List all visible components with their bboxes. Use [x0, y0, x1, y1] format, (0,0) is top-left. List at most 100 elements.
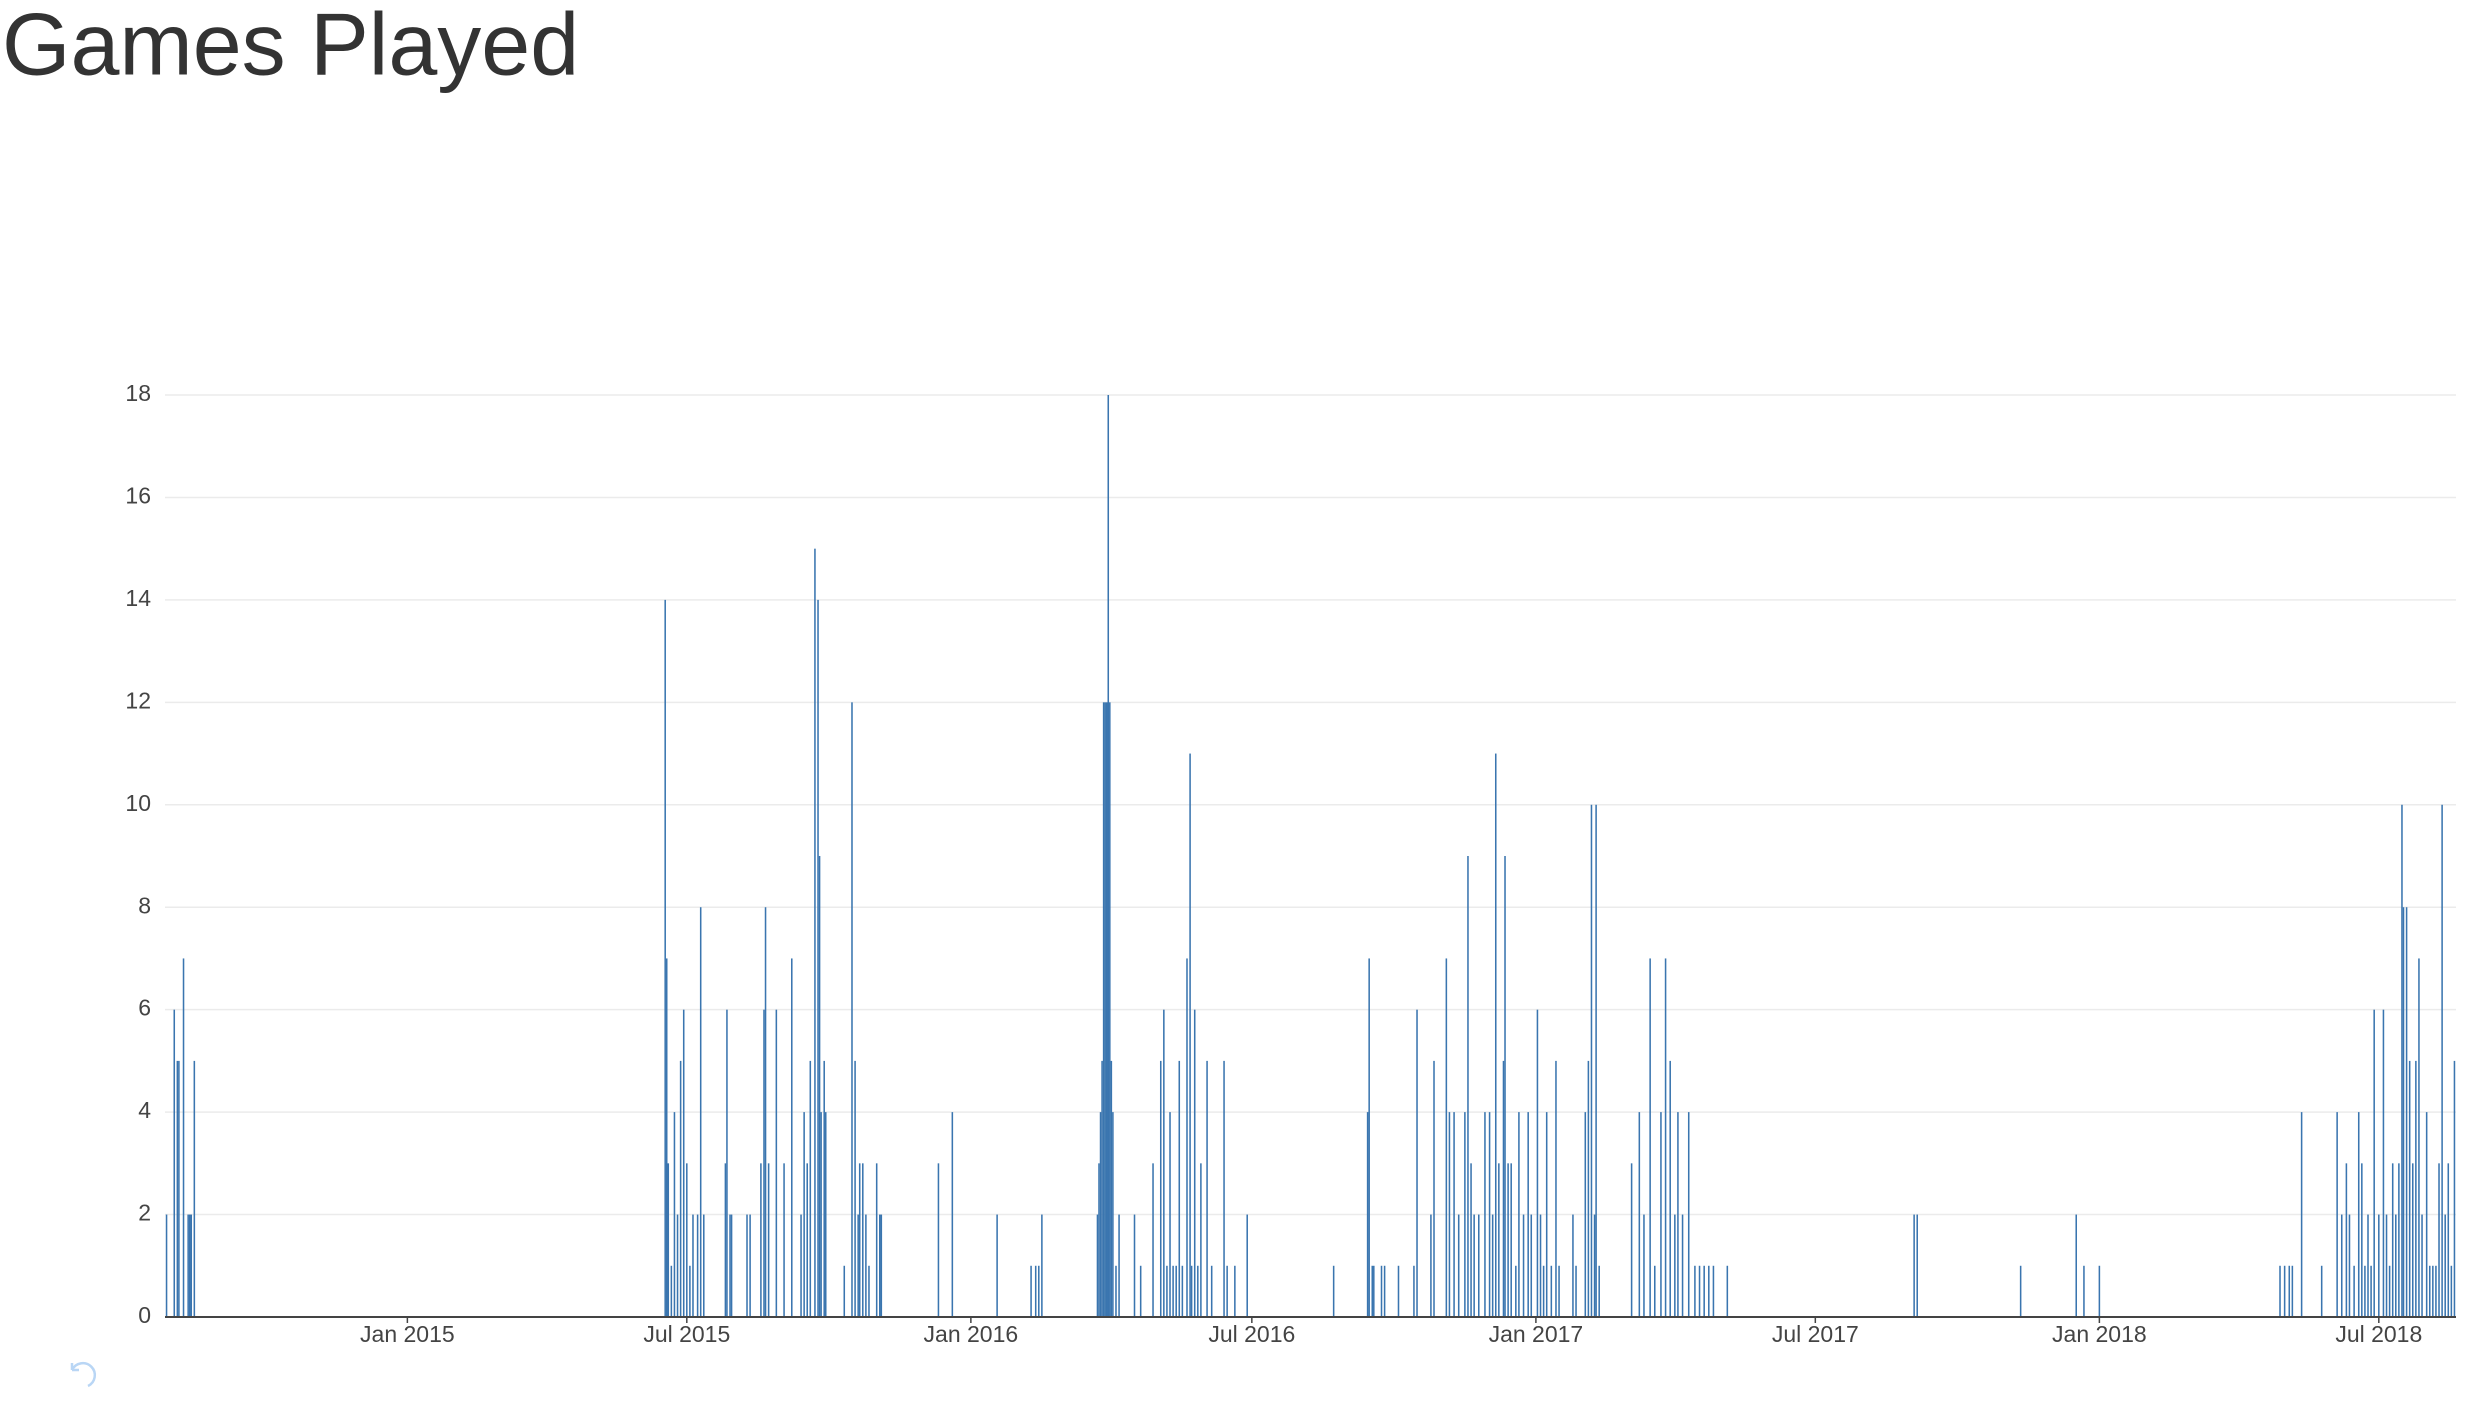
bar: [1595, 804, 1597, 1317]
bar: [2418, 958, 2420, 1317]
x-tick-label: Jul 2017: [1772, 1321, 1859, 1347]
bar: [1197, 1265, 1199, 1317]
bar: [2391, 1163, 2394, 1317]
bar: [1536, 1009, 1539, 1317]
bar: [2405, 907, 2408, 1317]
bar: [1575, 1265, 1577, 1317]
bar: [2300, 1112, 2303, 1317]
bar: [1510, 1163, 1512, 1317]
bar: [851, 702, 853, 1317]
bar: [2450, 1265, 2453, 1317]
bar: [2357, 1112, 2360, 1317]
bar: [1373, 1265, 1375, 1317]
bar: [692, 1214, 694, 1317]
bar: [951, 1112, 954, 1317]
bar: [2361, 1163, 2363, 1317]
bar: [2421, 1214, 2423, 1317]
bar: [1448, 1112, 1451, 1317]
bar: [1163, 1009, 1165, 1317]
bar: [1507, 1163, 1509, 1317]
bar: [1246, 1214, 1248, 1317]
bar: [665, 958, 668, 1317]
bar: [679, 1060, 682, 1317]
bar: [1674, 1214, 1676, 1317]
x-tick-label: Jul 2016: [1208, 1321, 1295, 1347]
bar: [1200, 1163, 1202, 1317]
bar: [1416, 1009, 1418, 1317]
bar: [2348, 1214, 2351, 1317]
bar: [1397, 1265, 1400, 1317]
y-tick-label: 6: [138, 995, 151, 1021]
bar: [173, 1009, 176, 1317]
bar: [1430, 1214, 1432, 1317]
bar: [1572, 1214, 1574, 1317]
bar: [1110, 1060, 1113, 1317]
bar: [1498, 1163, 1500, 1317]
bar: [1178, 1060, 1181, 1317]
y-tick-label: 18: [125, 380, 151, 406]
bar: [1206, 1060, 1208, 1317]
bar: [2288, 1265, 2291, 1317]
bar: [1593, 1214, 1596, 1317]
bar: [1467, 856, 1469, 1317]
bar: [1226, 1265, 1228, 1317]
bar: [673, 1112, 676, 1317]
bar: [1139, 1265, 1142, 1317]
bar: [2408, 1060, 2411, 1317]
y-tick-label: 10: [125, 790, 151, 816]
bar: [1687, 1112, 1690, 1317]
bar: [1708, 1265, 1710, 1317]
bar: [800, 1214, 802, 1317]
bar: [176, 1060, 179, 1317]
bar: [664, 599, 666, 1317]
bar: [1590, 804, 1593, 1317]
bar: [1494, 753, 1497, 1317]
bar: [1913, 1214, 1915, 1317]
bar: [1115, 1265, 1117, 1317]
bar: [696, 1214, 699, 1317]
x-tick-label: Jan 2016: [924, 1321, 1019, 1347]
bar: [2083, 1265, 2085, 1317]
bar: [1223, 1060, 1225, 1317]
bar: [2378, 1214, 2380, 1317]
bar: [670, 1265, 673, 1317]
bar: [165, 1214, 168, 1317]
bar: [2370, 1265, 2372, 1317]
bar: [1630, 1163, 1633, 1317]
bar: [1484, 1112, 1486, 1317]
x-tick-label: Jan 2017: [1489, 1321, 1584, 1347]
bar: [1096, 1214, 1099, 1317]
bar: [667, 1163, 670, 1317]
bar: [2279, 1265, 2281, 1317]
bar: [1698, 1265, 1701, 1317]
bar: [726, 1009, 728, 1317]
bar: [2401, 804, 2403, 1317]
bar: [2402, 907, 2405, 1317]
bar: [1034, 1265, 1037, 1317]
y-tick-label: 12: [125, 687, 151, 713]
reload-icon[interactable]: [70, 1361, 97, 1388]
bar: [1102, 702, 1105, 1317]
bar: [2453, 1060, 2456, 1317]
bar: [1504, 856, 1506, 1317]
bar: [1712, 1265, 1715, 1317]
bar: [1664, 958, 1667, 1317]
bar: [1186, 958, 1188, 1317]
bar: [2098, 1265, 2101, 1317]
bar: [818, 856, 821, 1317]
bar: [857, 1214, 859, 1317]
bar: [2447, 1163, 2450, 1317]
bar: [1107, 395, 1110, 1317]
x-tick-label: Jul 2018: [2335, 1321, 2422, 1347]
bar: [996, 1214, 998, 1317]
bar: [875, 1163, 878, 1317]
bar: [729, 1214, 731, 1317]
bar: [820, 1112, 822, 1317]
bar: [2382, 1009, 2385, 1317]
x-tick-label: Jul 2015: [643, 1321, 730, 1347]
bar: [749, 1214, 751, 1317]
y-tick-label: 0: [138, 1302, 151, 1328]
bar: [1453, 1112, 1455, 1317]
bar: [868, 1265, 870, 1317]
bar: [1104, 702, 1106, 1317]
